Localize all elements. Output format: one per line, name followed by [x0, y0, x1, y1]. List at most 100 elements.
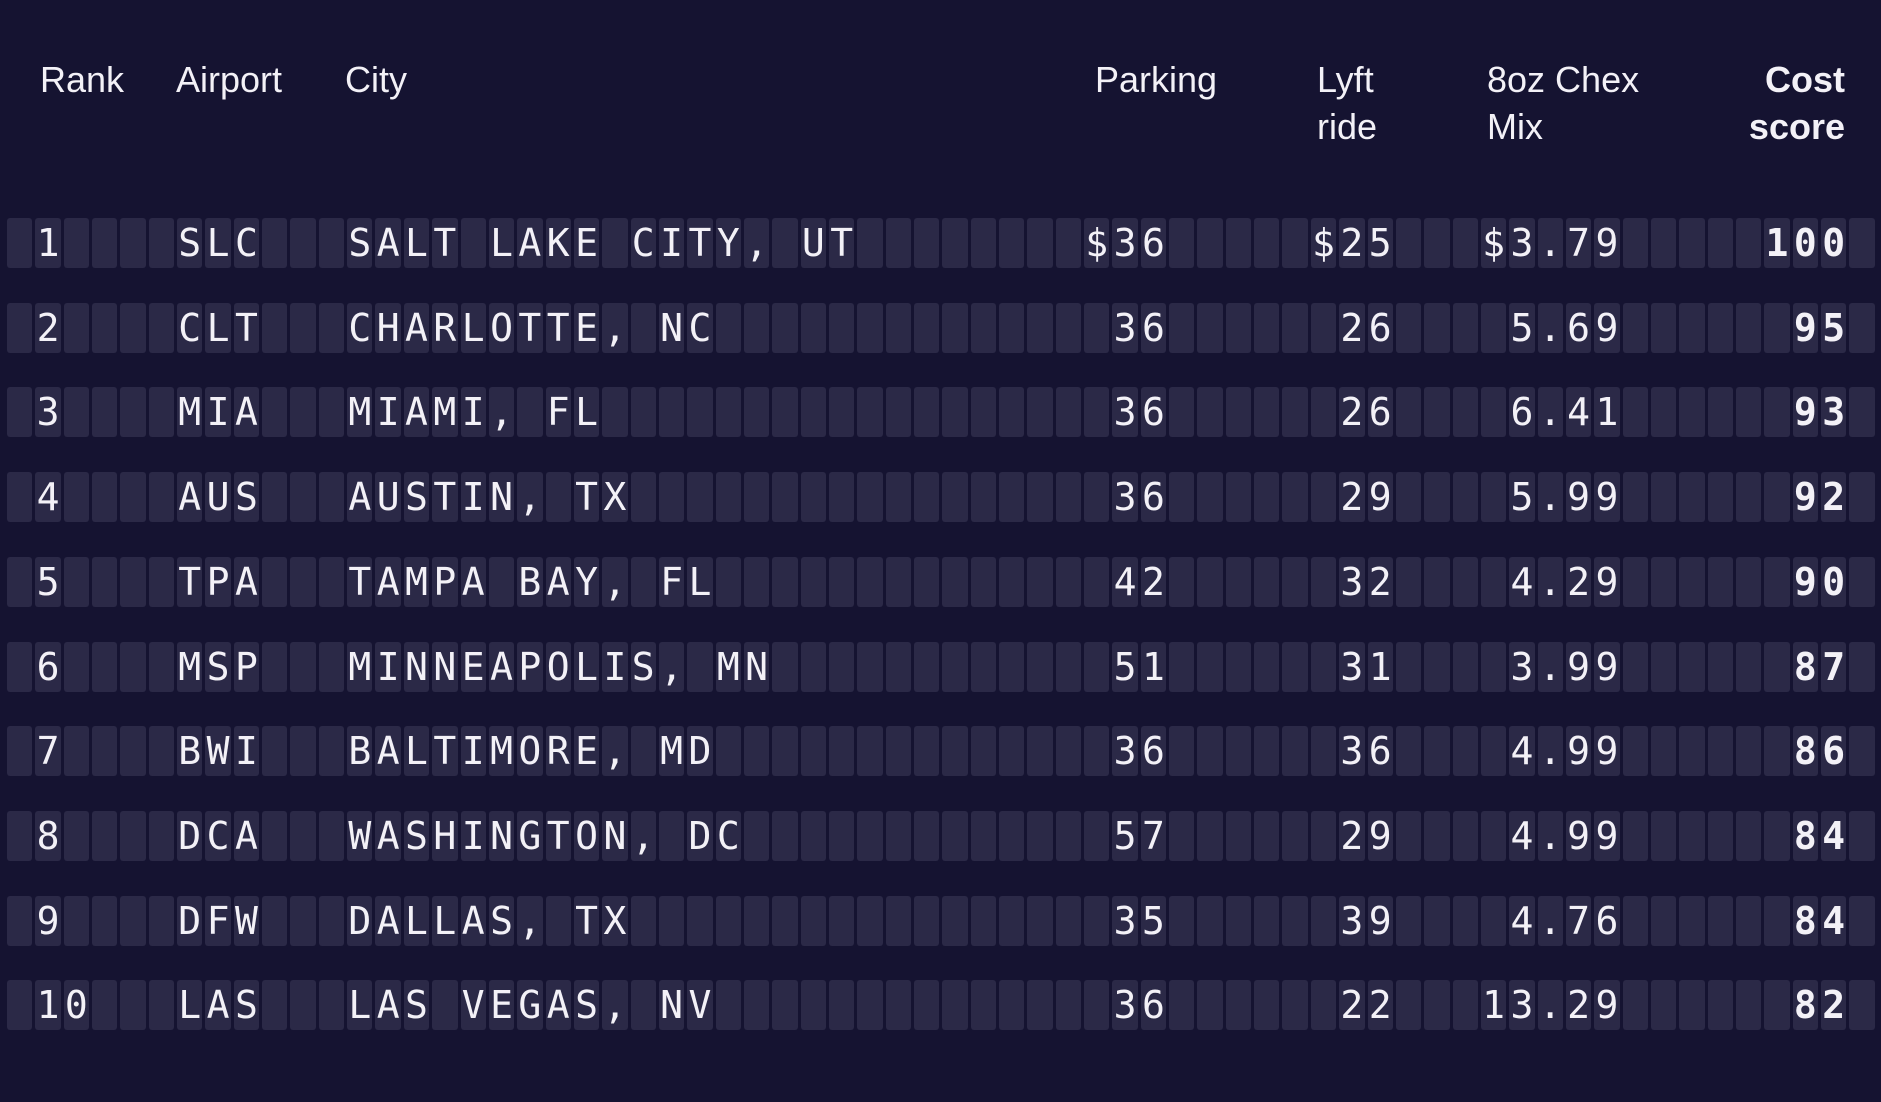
- flap-cell: [1254, 726, 1280, 776]
- flap-cell: ,: [517, 472, 543, 522]
- flap-cell: [432, 980, 458, 1030]
- flap-cell: [630, 303, 656, 353]
- flap-cell: T: [545, 303, 571, 353]
- flap-cell: [7, 472, 33, 522]
- board-row: 1 S L C S A L T L A K E C I T Y, U T $3 6 $2 5 $3. 7 9 1 0 0: [7, 218, 1878, 268]
- flap-cell: [1480, 557, 1507, 607]
- flap-cell: 4: [1821, 811, 1847, 861]
- flap-cell: [1764, 811, 1790, 861]
- flap-cell: [1254, 896, 1280, 946]
- flap-cell: [942, 896, 968, 946]
- flap-cell: 6: [1509, 387, 1535, 437]
- flap-cell: R: [432, 303, 458, 353]
- flap-cell: [715, 980, 741, 1030]
- flap-cell: [1424, 642, 1450, 692]
- flap-char: 1: [1141, 645, 1165, 689]
- flap-cell: C: [347, 303, 373, 353]
- flap-char: ,: [660, 645, 684, 689]
- flap-cell: 9: [1565, 642, 1592, 692]
- flap-cell: [1310, 642, 1337, 692]
- flap-char: 6: [1141, 390, 1165, 434]
- flap-cell: [1084, 896, 1110, 946]
- flap-cell: 4: [1112, 557, 1138, 607]
- flap-char: .: [1538, 390, 1562, 434]
- flap-cell: $: [1310, 218, 1337, 268]
- flap-cell: D: [687, 811, 713, 861]
- flap-cell: 3: [1821, 387, 1847, 437]
- flap-cell: [1197, 896, 1223, 946]
- flap-cell: [857, 303, 883, 353]
- flap-cell: S: [233, 472, 260, 522]
- flap-cell: T: [573, 896, 600, 946]
- flap-cell: M: [347, 642, 373, 692]
- flap-char: 9: [1567, 475, 1591, 519]
- flap-char: A: [206, 983, 230, 1027]
- flap-char: 1: [1482, 983, 1505, 1027]
- flap-cell: [999, 387, 1025, 437]
- flap-cell: [318, 896, 345, 946]
- flap-cell: [1197, 642, 1223, 692]
- flap-char: D: [178, 814, 202, 858]
- flap-cell: [1622, 811, 1648, 861]
- flap-cell: .: [1537, 557, 1563, 607]
- flap-cell: [857, 642, 883, 692]
- flap-char: 3: [1340, 560, 1364, 604]
- flap-cell: L: [177, 980, 203, 1030]
- flap-char: T: [348, 560, 372, 604]
- flap-cell: [743, 980, 770, 1030]
- flap-cell: P: [432, 557, 458, 607]
- flap-char: P: [234, 645, 258, 689]
- flap-cell: [120, 472, 146, 522]
- flap-cell: L: [488, 218, 515, 268]
- flap-cell: L: [573, 642, 600, 692]
- flap-cell: [262, 726, 288, 776]
- flap-cell: 2: [1367, 980, 1393, 1030]
- flap-cell: [828, 472, 855, 522]
- flap-cell: 3: [35, 387, 61, 437]
- flap-cell: [120, 557, 146, 607]
- flap-cell: 8: [35, 811, 61, 861]
- flap-cell: [630, 472, 656, 522]
- flap-cell: 8: [1792, 811, 1818, 861]
- flap-cell: [715, 303, 741, 353]
- flap-cell: [1452, 896, 1478, 946]
- flap-char: 8: [1793, 899, 1817, 943]
- flap-char: O: [575, 814, 598, 858]
- flap-cell: E: [573, 303, 600, 353]
- flap-cell: [1197, 980, 1223, 1030]
- flap-cell: [1480, 472, 1507, 522]
- flap-cell: [942, 387, 968, 437]
- flap-cell: [828, 557, 855, 607]
- flap-char: 1: [1765, 221, 1789, 265]
- flap-cell: [857, 811, 883, 861]
- flap-cell: [942, 218, 968, 268]
- flap-cell: [1679, 557, 1705, 607]
- flap-cell: A: [375, 811, 401, 861]
- flap-cell: [970, 472, 997, 522]
- flap-cell: [914, 642, 940, 692]
- flap-char: G: [518, 814, 542, 858]
- flap-char: N: [660, 306, 684, 350]
- flap-cell: .: [1537, 218, 1563, 268]
- flap-cell: [942, 642, 968, 692]
- flap-cell: S: [403, 980, 430, 1030]
- flap-cell: 2: [1565, 980, 1592, 1030]
- flap-cell: [999, 980, 1025, 1030]
- flap-cell: [743, 557, 770, 607]
- flap-cell: [970, 387, 997, 437]
- flap-cell: [914, 980, 940, 1030]
- flap-char: T: [433, 221, 457, 265]
- flap-cell: [148, 557, 175, 607]
- flap-cell: D: [177, 896, 203, 946]
- flap-cell: [743, 303, 770, 353]
- flap-cell: [92, 472, 118, 522]
- flap-cell: [857, 726, 883, 776]
- flap-cell: [630, 980, 656, 1030]
- flap-cell: 1: [1367, 642, 1393, 692]
- flap-cell: [1452, 303, 1478, 353]
- flap-cell: [1650, 811, 1677, 861]
- flap-cell: [1254, 557, 1280, 607]
- flap-cell: .: [1537, 472, 1563, 522]
